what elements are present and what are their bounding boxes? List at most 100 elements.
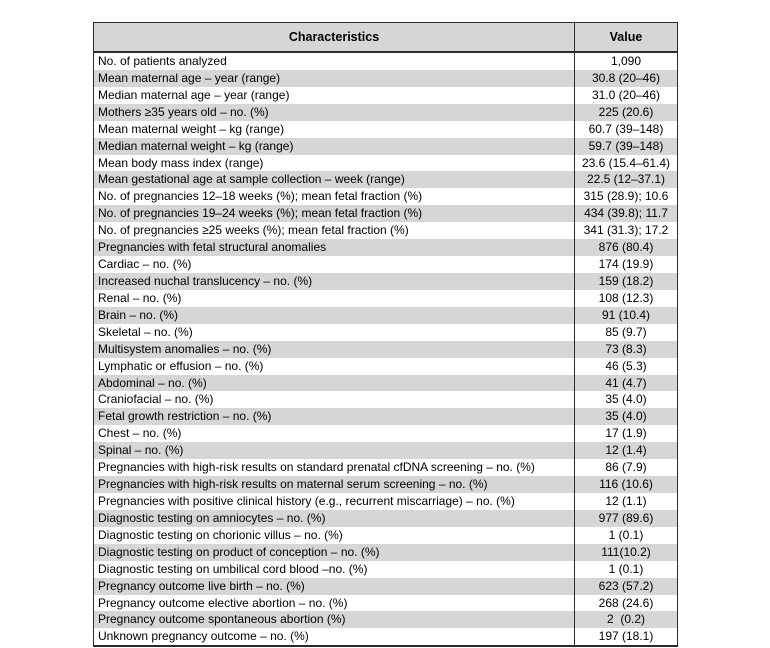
characteristic-cell: Mothers ≥35 years old – no. (%) xyxy=(93,103,575,121)
value-cell: 1,090 xyxy=(574,52,678,70)
characteristic-cell: Craniofacial – no. (%) xyxy=(93,391,575,409)
header-row: Characteristics Value xyxy=(93,22,678,53)
characteristic-cell: No. of patients analyzed xyxy=(93,52,575,70)
table-row: Pregnancies with high-risk results on st… xyxy=(93,459,678,477)
table-body: No. of patients analyzed 1,090 Mean matern… xyxy=(93,52,678,647)
value-cell: 91 (10.4) xyxy=(574,306,678,324)
characteristic-cell: Skeletal – no. (%) xyxy=(93,323,575,341)
value-cell: 174 (19.9) xyxy=(574,256,678,273)
table-row: Pregnancies with positive clinical histo… xyxy=(93,492,678,510)
characteristics-column-header: Characteristics xyxy=(93,22,575,53)
characteristic-cell: Pregnancies with high-risk results on st… xyxy=(93,459,575,477)
characteristic-cell: Median maternal weight – kg (range) xyxy=(93,137,575,155)
table-header: Characteristics Value xyxy=(93,22,678,53)
characteristic-cell: Increased nuchal translucency – no. (%) xyxy=(93,272,575,290)
value-cell: 30.8 (20–46) xyxy=(574,69,678,87)
table-row: Renal – no. (%) 108 (12.3) xyxy=(93,289,678,307)
characteristic-cell: Diagnostic testing on umbilical cord blo… xyxy=(93,560,575,578)
characteristic-cell: Mean body mass index (range) xyxy=(93,154,575,172)
value-cell: 12 (1.4) xyxy=(574,442,678,460)
table-row: Mean maternal weight – kg (range) 60.7 (3… xyxy=(93,120,678,138)
value-cell: 86 (7.9) xyxy=(574,459,678,477)
table-row: Diagnostic testing on amniocytes – no. (… xyxy=(93,509,678,527)
value-cell: 35 (4.0) xyxy=(574,408,678,426)
table-row: Diagnostic testing on umbilical cord blo… xyxy=(93,560,678,578)
characteristic-cell: Diagnostic testing on chorionic villus –… xyxy=(93,526,575,544)
value-cell: 225 (20.6) xyxy=(574,103,678,121)
table-row: Craniofacial – no. (%) 35 (4.0) xyxy=(93,391,678,409)
table-row: Median maternal age – year (range) 31.0 (… xyxy=(93,86,678,104)
characteristic-cell: Unknown pregnancy outcome – no. (%) xyxy=(93,628,575,647)
value-cell: 159 (18.2) xyxy=(574,272,678,290)
characteristic-cell: Mean gestational age at sample collectio… xyxy=(93,171,575,189)
characteristic-cell: Fetal growth restriction – no. (%) xyxy=(93,408,575,426)
value-cell: 73 (8.3) xyxy=(574,340,678,358)
characteristic-cell: Mean maternal weight – kg (range) xyxy=(93,120,575,138)
value-cell: 341 (31.3); 17.2 xyxy=(574,222,678,240)
value-cell: 876 (80.4) xyxy=(574,239,678,257)
table-row: Unknown pregnancy outcome – no. (%) 197 (… xyxy=(93,628,678,647)
characteristic-cell: Abdominal – no. (%) xyxy=(93,374,575,392)
characteristic-cell: Renal – no. (%) xyxy=(93,289,575,307)
characteristic-cell: No. of pregnancies ≥25 weeks (%); mean f… xyxy=(93,222,575,240)
table-row: Increased nuchal translucency – no. (%) 1… xyxy=(93,272,678,290)
characteristic-cell: Mean maternal age – year (range) xyxy=(93,69,575,87)
value-cell: 1 (0.1) xyxy=(574,526,678,544)
value-cell: 315 (28.9); 10.6 xyxy=(574,188,678,206)
table-row: Diagnostic testing on chorionic villus –… xyxy=(93,526,678,544)
characteristic-cell: Pregnancies with high-risk results on ma… xyxy=(93,476,575,493)
characteristic-cell: Multisystem anomalies – no. (%) xyxy=(93,340,575,358)
table-row: Diagnostic testing on product of concept… xyxy=(93,543,678,561)
table-row: Median maternal weight – kg (range) 59.7 … xyxy=(93,137,678,155)
value-cell: 46 (5.3) xyxy=(574,357,678,375)
value-cell: 197 (18.1) xyxy=(574,628,678,647)
table-row: Cardiac – no. (%) 174 (19.9) xyxy=(93,256,678,273)
characteristic-cell: Lymphatic or effusion – no. (%) xyxy=(93,357,575,375)
table-row: Mean maternal age – year (range) 30.8 (20… xyxy=(93,69,678,87)
table-row: Pregnancies with high-risk results on ma… xyxy=(93,476,678,493)
value-cell: 85 (9.7) xyxy=(574,323,678,341)
value-cell: 268 (24.6) xyxy=(574,594,678,612)
table-row: Pregnancy outcome spontaneous abortion (… xyxy=(93,611,678,629)
value-column-header: Value xyxy=(574,22,678,53)
characteristics-table-wrapper: Characteristics Value No. of patients an… xyxy=(93,22,678,648)
table-row: No. of pregnancies ≥25 weeks (%); mean f… xyxy=(93,222,678,240)
value-cell: 35 (4.0) xyxy=(574,391,678,409)
value-cell: 22.5 (12–37.1) xyxy=(574,171,678,189)
value-cell: 23.6 (15.4–61.4) xyxy=(574,154,678,172)
value-cell: 60.7 (39–148) xyxy=(574,120,678,138)
value-cell: 108 (12.3) xyxy=(574,289,678,307)
characteristic-cell: Chest – no. (%) xyxy=(93,425,575,443)
table-row: Multisystem anomalies – no. (%) 73 (8.3) xyxy=(93,340,678,358)
value-cell: 12 (1.1) xyxy=(574,492,678,510)
table-row: No. of patients analyzed 1,090 xyxy=(93,52,678,70)
characteristics-table: Characteristics Value No. of patients an… xyxy=(93,22,678,648)
table-row: Spinal – no. (%) 12 (1.4) xyxy=(93,442,678,460)
characteristic-cell: Median maternal age – year (range) xyxy=(93,86,575,104)
table-row: Pregnancy outcome elective abortion – no… xyxy=(93,594,678,612)
table-row: Mean body mass index (range) 23.6 (15.4–6… xyxy=(93,154,678,172)
characteristic-cell: No. of pregnancies 19–24 weeks (%); mean… xyxy=(93,205,575,223)
characteristic-cell: Brain – no. (%) xyxy=(93,306,575,324)
table-row: Pregnancy outcome live birth – no. (%) 62… xyxy=(93,577,678,595)
table-row: Chest – no. (%) 17 (1.9) xyxy=(93,425,678,443)
characteristic-cell: Pregnancy outcome live birth – no. (%) xyxy=(93,577,575,595)
table-row: Abdominal – no. (%) 41 (4.7) xyxy=(93,374,678,392)
characteristic-cell: Pregnancies with positive clinical histo… xyxy=(93,492,575,510)
table-row: Lymphatic or effusion – no. (%) 46 (5.3) xyxy=(93,357,678,375)
value-cell: 17 (1.9) xyxy=(574,425,678,443)
value-cell: 1 (0.1) xyxy=(574,560,678,578)
value-cell: 434 (39.8); 11.7 xyxy=(574,205,678,223)
table-row: No. of pregnancies 12–18 weeks (%); mean… xyxy=(93,188,678,206)
characteristic-cell: Diagnostic testing on amniocytes – no. (… xyxy=(93,509,575,527)
table-row: Skeletal – no. (%) 85 (9.7) xyxy=(93,323,678,341)
table-row: Brain – no. (%) 91 (10.4) xyxy=(93,306,678,324)
characteristic-cell: Diagnostic testing on product of concept… xyxy=(93,543,575,561)
value-cell: 41 (4.7) xyxy=(574,374,678,392)
value-cell: 59.7 (39–148) xyxy=(574,137,678,155)
characteristic-cell: No. of pregnancies 12–18 weeks (%); mean… xyxy=(93,188,575,206)
characteristic-cell: Pregnancy outcome elective abortion – no… xyxy=(93,594,575,612)
characteristic-cell: Cardiac – no. (%) xyxy=(93,256,575,273)
table-row: No. of pregnancies 19–24 weeks (%); mean… xyxy=(93,205,678,223)
